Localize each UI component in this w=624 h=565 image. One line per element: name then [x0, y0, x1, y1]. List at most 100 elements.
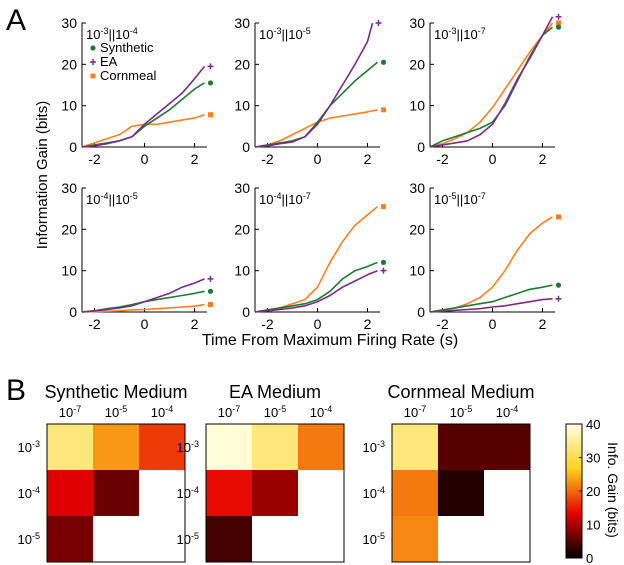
- heatmap-column-label: 10-5: [105, 404, 127, 420]
- y-tick-label: 10: [234, 263, 250, 279]
- cornmeal-line: [254, 109, 378, 148]
- heatmap-cell: [47, 470, 93, 516]
- x-tick-label: 2: [191, 316, 199, 332]
- subplot-title-part: 10: [259, 192, 273, 207]
- subplot-title-part: -5: [303, 26, 311, 36]
- x-tick-label: -2: [261, 151, 274, 167]
- subplot-title-part: ||10: [281, 27, 302, 42]
- subplot-title-part: -7: [303, 191, 311, 201]
- y-tick-label: 10: [409, 263, 425, 279]
- cornmeal-line: [254, 205, 379, 313]
- x-tick-label: 2: [191, 151, 199, 167]
- heatmap-column-label-part: -5: [119, 404, 127, 414]
- colorbar: 0 10 20 30 40 Info. Gain (bits): [565, 417, 621, 565]
- subplot-title-part: 10: [86, 27, 100, 42]
- subplot-title-part: -3: [273, 26, 281, 36]
- subplot-title-part: 10: [434, 27, 448, 42]
- synthetic-end-marker: [207, 80, 214, 86]
- heatmap-cell: [392, 516, 438, 562]
- y-tick-label: 0: [242, 139, 250, 155]
- heatmap-column-label-part: -7: [73, 404, 81, 414]
- y-tick-label: 0: [242, 304, 250, 320]
- colorbar-tick-label: 40: [586, 417, 600, 432]
- y-tick-label: 30: [61, 180, 77, 196]
- cornmeal-end-marker: [381, 107, 386, 113]
- synthetic-line: [254, 61, 379, 148]
- y-tick-label: 10: [234, 98, 250, 114]
- ea-line: [81, 278, 205, 313]
- x-axis-title: Time From Maximum Firing Rate (s): [202, 332, 458, 349]
- colorbar-tick-label: 30: [586, 451, 600, 466]
- subplot-title-part: ||10: [456, 192, 477, 207]
- cornmeal-end-marker: [381, 204, 386, 210]
- heatmap-column-label: 10-7: [218, 404, 240, 420]
- heatmap-row-label-part: 10: [18, 532, 32, 547]
- heatmap-row-label-part: -4: [191, 485, 199, 495]
- colorbar-label: Info. Gain (bits): [605, 442, 621, 538]
- ea-end-marker: [380, 267, 387, 274]
- heatmap-column-label-part: -4: [510, 404, 518, 414]
- heatmap-cell: [392, 470, 438, 516]
- y-tick-label: 10: [409, 98, 425, 114]
- heatmap-column-label-part: -4: [165, 404, 173, 414]
- synthetic-end-marker: [207, 288, 214, 294]
- colorbar-tick-label: 20: [586, 484, 600, 499]
- x-tick-label: 0: [314, 151, 322, 167]
- heatmap-row-label-part: -3: [191, 439, 199, 449]
- heatmap-column-label: 10-5: [450, 404, 472, 420]
- subplot-title-part: -4: [100, 191, 108, 201]
- heatmap-cell: [206, 470, 252, 516]
- x-tick-label: 0: [489, 151, 497, 167]
- heatmap-column-label: 10-5: [264, 404, 286, 420]
- subplot-title-part: 10: [259, 27, 273, 42]
- x-tick-label: 2: [539, 316, 547, 332]
- heatmap-row-label: 10-3: [177, 439, 199, 455]
- heatmap-cell: [438, 470, 484, 516]
- heatmap-row-label-part: 10: [18, 440, 32, 455]
- x-tick-label: -2: [88, 151, 101, 167]
- heatmap-row-label-part: 10: [177, 486, 191, 501]
- legend-cornmeal-label: Cornmeal: [100, 68, 156, 83]
- subplot-title-part: ||10: [108, 192, 129, 207]
- subplot-title: 10-3||10-4: [86, 26, 138, 42]
- heatmap-column-label-part: 10: [105, 405, 119, 420]
- heatmap-column-label-part: 10: [218, 405, 232, 420]
- heatmap-frame: [391, 423, 531, 563]
- subplot-title-part: -7: [478, 26, 486, 36]
- heatmap-row-label-part: -3: [377, 439, 385, 449]
- x-tick-label: 0: [314, 316, 322, 332]
- heatmap-cell: [298, 424, 344, 470]
- cornmeal-line: [81, 114, 205, 148]
- cornmeal-end-marker: [208, 302, 213, 308]
- legend-ea-marker: [90, 59, 96, 65]
- ea-end-marker: [207, 275, 214, 282]
- heatmap-column-label: 10-4: [310, 404, 332, 420]
- heatmap-column-label: 10-7: [404, 404, 426, 420]
- subplot-title-part: ||10: [108, 27, 129, 42]
- heatmap-column-label-part: -7: [232, 404, 240, 414]
- colorbar-tick-label: 0: [586, 551, 593, 565]
- subplot-title: 10-5||10-7: [434, 191, 486, 207]
- heatmap-row-label-part: -5: [191, 531, 199, 541]
- subplot-title-part: -5: [448, 191, 456, 201]
- heatmap-row-label-part: 10: [177, 532, 191, 547]
- y-tick-label: 20: [61, 56, 77, 72]
- cornmeal-line: [429, 216, 553, 313]
- y-tick-label: 20: [234, 56, 250, 72]
- heatmap-row-label: 10-3: [363, 439, 385, 455]
- synthetic-line: [254, 261, 378, 313]
- ea-line: [254, 269, 378, 313]
- ea-end-marker: [207, 63, 214, 70]
- heatmap-row-label-part: -5: [377, 531, 385, 541]
- heatmap-column-label: 10-4: [496, 404, 518, 420]
- heatmap-column-label: 10-7: [59, 404, 81, 420]
- y-tick-label: 0: [69, 304, 77, 320]
